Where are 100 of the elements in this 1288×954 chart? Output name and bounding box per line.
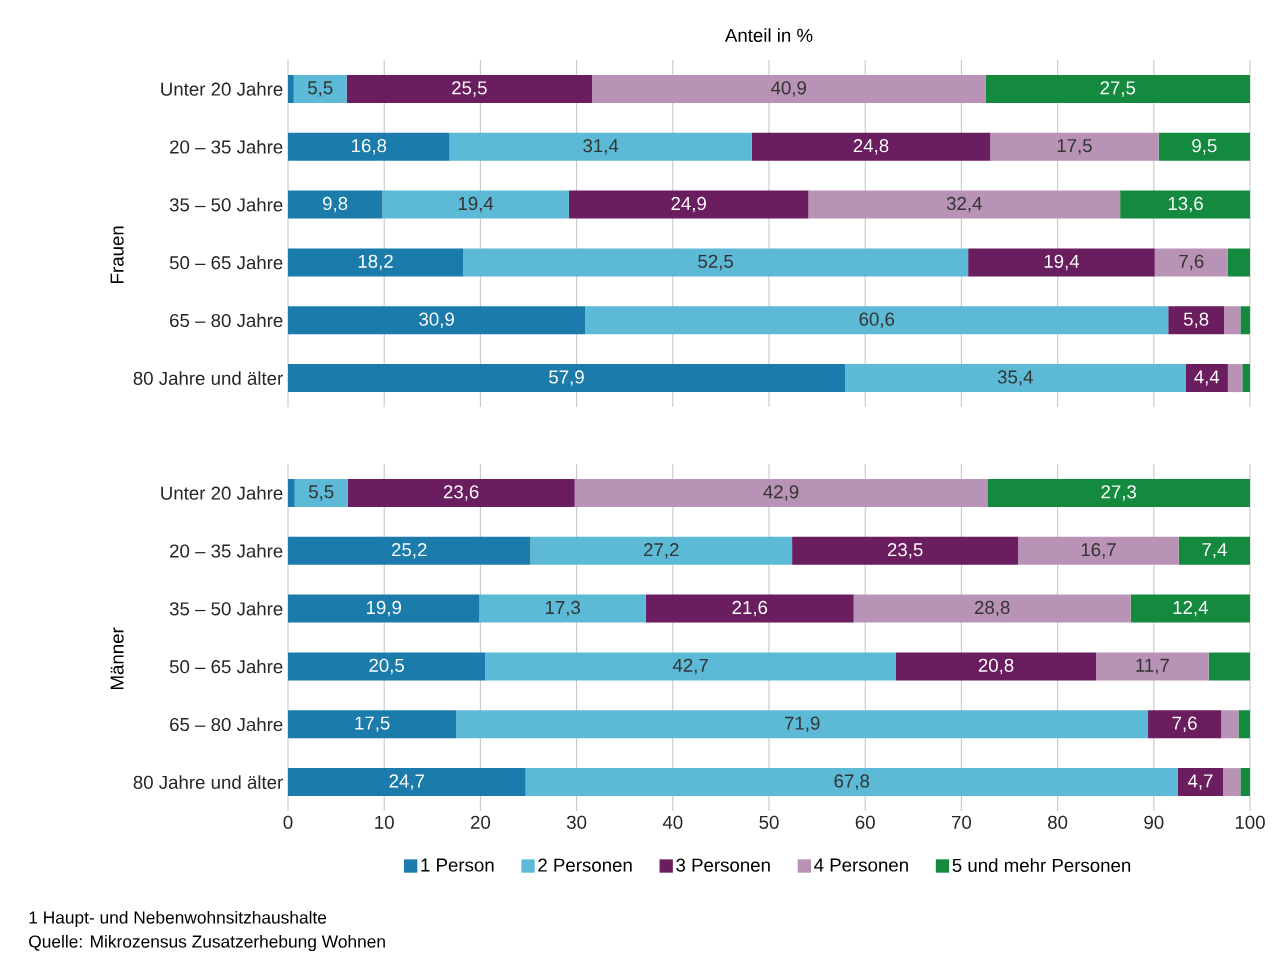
data-label: 7,6 (1172, 716, 1197, 732)
bar (1240, 306, 1251, 335)
data-label: 25,2 (391, 543, 427, 559)
bar (485, 652, 896, 681)
bar (1120, 190, 1251, 219)
data-label: 4,7 (1187, 774, 1213, 790)
data-label: 30,9 (419, 312, 454, 328)
bar (985, 74, 1251, 103)
bar (645, 594, 854, 623)
bar (1185, 364, 1228, 393)
data-label: 35,4 (997, 370, 1033, 386)
data-label: 9,5 (1192, 139, 1217, 155)
chart-title: Anteil in % (724, 28, 813, 42)
bar (1223, 768, 1241, 797)
data-label: 16,7 (1081, 543, 1116, 559)
x-tick-label: 0 (283, 815, 293, 829)
bar (530, 536, 793, 565)
data-label: 28,8 (974, 600, 1010, 617)
bar (1168, 306, 1225, 335)
data-label: 24,8 (853, 139, 889, 155)
x-tick-label: 90 (1144, 815, 1164, 829)
data-label: 27,2 (644, 543, 679, 559)
data-label: 25,5 (452, 81, 487, 97)
bar (1221, 710, 1239, 739)
bar (463, 248, 969, 277)
x-tick-label: 30 (566, 815, 587, 829)
data-label: 57,9 (549, 370, 584, 386)
text: 1 Haupt- und Nebenwohnsitzhaushalte (29, 910, 327, 928)
bar (1242, 364, 1251, 393)
y-tick-label: 35 – 50 Jahre (169, 197, 283, 212)
data-label: 27,5 (1100, 81, 1136, 97)
bar (288, 364, 846, 393)
bar (574, 478, 988, 507)
data-label: 7,6 (1179, 254, 1204, 271)
bar (1238, 710, 1251, 739)
data-label: 17,5 (1057, 139, 1092, 155)
data-label: 5,5 (308, 485, 334, 501)
data-label: 24,7 (389, 774, 425, 790)
bar (288, 710, 457, 739)
y-tick-label: 80 Jahre und älter (133, 775, 283, 789)
data-label: 21,6 (732, 600, 768, 617)
bar (525, 768, 1178, 797)
y-tick-label: Unter 20 Jahre (161, 486, 283, 500)
data-label: 60,6 (859, 312, 895, 328)
y-tick-label: Unter 20 Jahre (161, 82, 283, 96)
y-tick-label: 50 – 65 Jahre (169, 255, 283, 270)
data-label: 19,9 (366, 600, 401, 617)
bar (1178, 536, 1251, 565)
bar (288, 306, 586, 335)
bar (288, 768, 526, 797)
bar (1227, 248, 1251, 277)
legend-label: 5 und mehr Personen (952, 858, 1131, 872)
bar (382, 190, 569, 219)
legend-label: 2 Personen (538, 858, 632, 872)
data-label: 31,4 (583, 139, 619, 155)
data-label: 17,5 (355, 716, 390, 732)
data-label: 67,8 (834, 774, 870, 790)
data-label: 7,4 (1202, 543, 1227, 559)
y-tick-label: 20 – 35 Jahre (170, 543, 283, 558)
legend-label: 3 Personen (676, 858, 770, 872)
bar (449, 132, 752, 161)
bar (288, 536, 531, 565)
bar (1208, 652, 1251, 681)
bar (808, 190, 1121, 219)
legend-label: 1 Person (421, 858, 494, 872)
bar (1177, 768, 1224, 797)
data-label: 20,8 (978, 658, 1014, 675)
bar (1240, 768, 1251, 797)
bar (347, 478, 575, 507)
bar (853, 594, 1131, 623)
data-label: 17,3 (545, 600, 580, 617)
y-tick-label: 50 – 65 Jahre (169, 659, 283, 674)
data-label: 23,5 (887, 543, 923, 559)
data-label: 27,3 (1101, 485, 1137, 501)
bar (1148, 710, 1222, 739)
bar (288, 132, 450, 161)
data-label: 20,5 (369, 658, 404, 675)
data-label: 24,9 (671, 196, 706, 213)
x-tick-label: 40 (662, 815, 683, 829)
bar (288, 652, 486, 681)
x-tick-label: 10 (375, 815, 394, 829)
bar (288, 248, 464, 277)
source-note: Quelle: Mikrozensus Zusatzerhebung Wohnen (29, 934, 385, 952)
y-tick-label: 65 – 80 Jahre (170, 313, 283, 328)
data-label: 19,4 (1044, 254, 1080, 271)
data-label: 18,2 (358, 254, 393, 271)
bar (288, 594, 480, 623)
data-label: 71,9 (784, 716, 820, 732)
x-tick-label: 50 (759, 815, 779, 829)
bar (845, 364, 1186, 393)
bar (1018, 536, 1179, 565)
bar (1096, 652, 1209, 681)
data-label: 52,5 (698, 254, 733, 271)
bar (456, 710, 1149, 739)
bar (585, 306, 1169, 335)
data-label: 23,6 (443, 485, 479, 501)
bar (288, 190, 383, 219)
bar (1158, 132, 1251, 161)
y-tick-label: 35 – 50 Jahre (169, 601, 283, 616)
y-axis-title: Männer (110, 627, 124, 689)
